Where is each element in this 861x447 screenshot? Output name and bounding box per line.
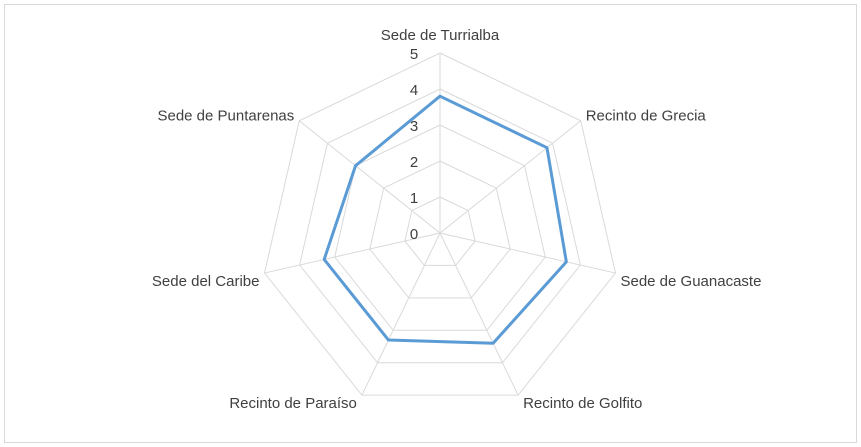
- category-label: Sede de Guanacaste: [620, 273, 761, 290]
- category-label: Recinto de Paraíso: [229, 395, 357, 412]
- grid-ring: [404, 196, 476, 266]
- series-line: [322, 94, 568, 345]
- grid-ring: [299, 88, 581, 364]
- category-label: Sede de Puntarenas: [157, 108, 294, 125]
- spoke: [439, 120, 582, 234]
- spoke: [439, 232, 519, 396]
- grid-ring: [369, 160, 511, 299]
- r-tick-label: 1: [410, 190, 418, 207]
- spoke: [264, 232, 441, 274]
- spoke: [361, 232, 441, 396]
- spoke: [298, 120, 441, 234]
- r-tick-label: 4: [410, 82, 418, 99]
- r-tick-label: 2: [410, 154, 418, 171]
- category-label: Recinto de Grecia: [586, 108, 707, 125]
- r-tick-label: 5: [410, 46, 418, 63]
- category-label: Sede de Turrialba: [381, 27, 500, 44]
- r-tick-label: 3: [410, 118, 418, 135]
- spoke: [439, 232, 616, 274]
- category-label: Sede del Caribe: [152, 273, 260, 290]
- grid-ring: [334, 124, 546, 331]
- category-label: Recinto de Golfito: [523, 395, 642, 412]
- chart-frame: [4, 4, 857, 443]
- grid-ring: [263, 52, 617, 396]
- r-tick-label: 0: [410, 226, 418, 243]
